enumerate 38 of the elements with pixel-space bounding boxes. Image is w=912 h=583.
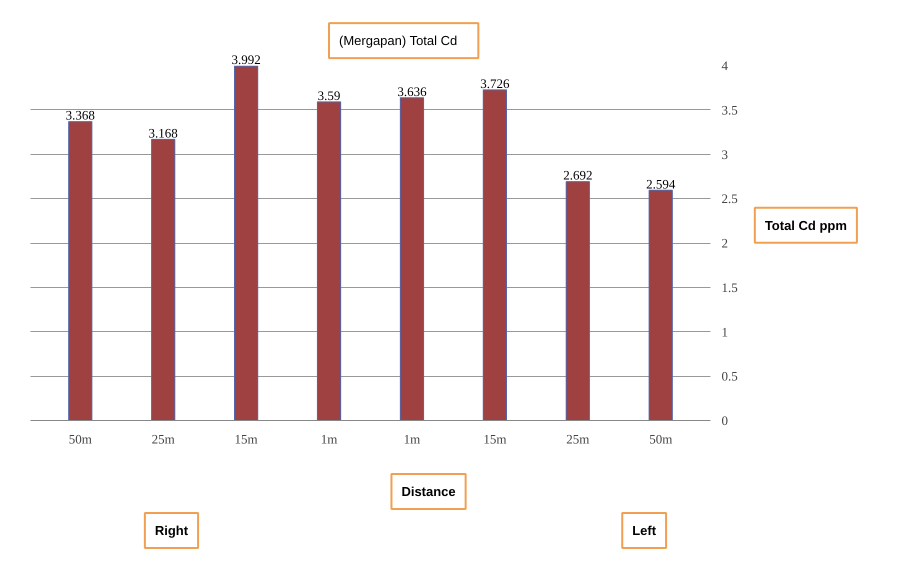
x-tick-label: 15m xyxy=(234,432,258,446)
bar xyxy=(482,89,507,420)
x-tick-label: 50m xyxy=(649,432,672,446)
x-tick-label: 50m xyxy=(68,432,92,446)
chart-title: (Mergapan) Total Cd xyxy=(339,33,458,48)
data-label: 3.368 xyxy=(66,108,95,123)
bar xyxy=(400,97,424,420)
bar xyxy=(151,138,176,420)
y-tick-label: 0.5 xyxy=(722,368,738,384)
x-tick-label: 25m xyxy=(566,432,590,446)
y-tick-label: 2 xyxy=(722,236,728,250)
bar xyxy=(234,66,258,420)
x-tick-label: 1m xyxy=(404,432,420,446)
x-axis-title: Distance xyxy=(401,484,456,499)
text: Left xyxy=(632,523,657,538)
data-label: 3.636 xyxy=(397,84,428,99)
x-tick-label: 1m xyxy=(320,432,338,446)
y-tick-label: 1.5 xyxy=(722,280,738,295)
data-label: 2.594 xyxy=(646,176,676,192)
y-tick-label: 4 xyxy=(722,58,728,73)
data-label: 2.692 xyxy=(563,168,592,183)
y-tick-label: 3 xyxy=(722,146,728,162)
x-tick-label: 15m xyxy=(483,432,506,446)
y-tick-label: 0 xyxy=(722,413,728,428)
data-label: 3.59 xyxy=(318,88,340,103)
bar xyxy=(316,101,342,420)
data-label: 3.992 xyxy=(231,52,261,68)
bar xyxy=(566,181,590,420)
y-tick-label: 3.5 xyxy=(722,102,738,118)
bar xyxy=(648,190,673,420)
y-tick-label: 1 xyxy=(722,324,728,340)
data-label: 3.168 xyxy=(148,125,178,140)
x-tick-label: 25m xyxy=(152,432,175,446)
y-tick-label: 2.5 xyxy=(722,191,738,206)
data-label: 3.726 xyxy=(480,76,510,91)
y-axis-title: Total Cd ppm xyxy=(764,218,847,233)
text: Right xyxy=(154,523,189,538)
bar xyxy=(68,121,92,420)
